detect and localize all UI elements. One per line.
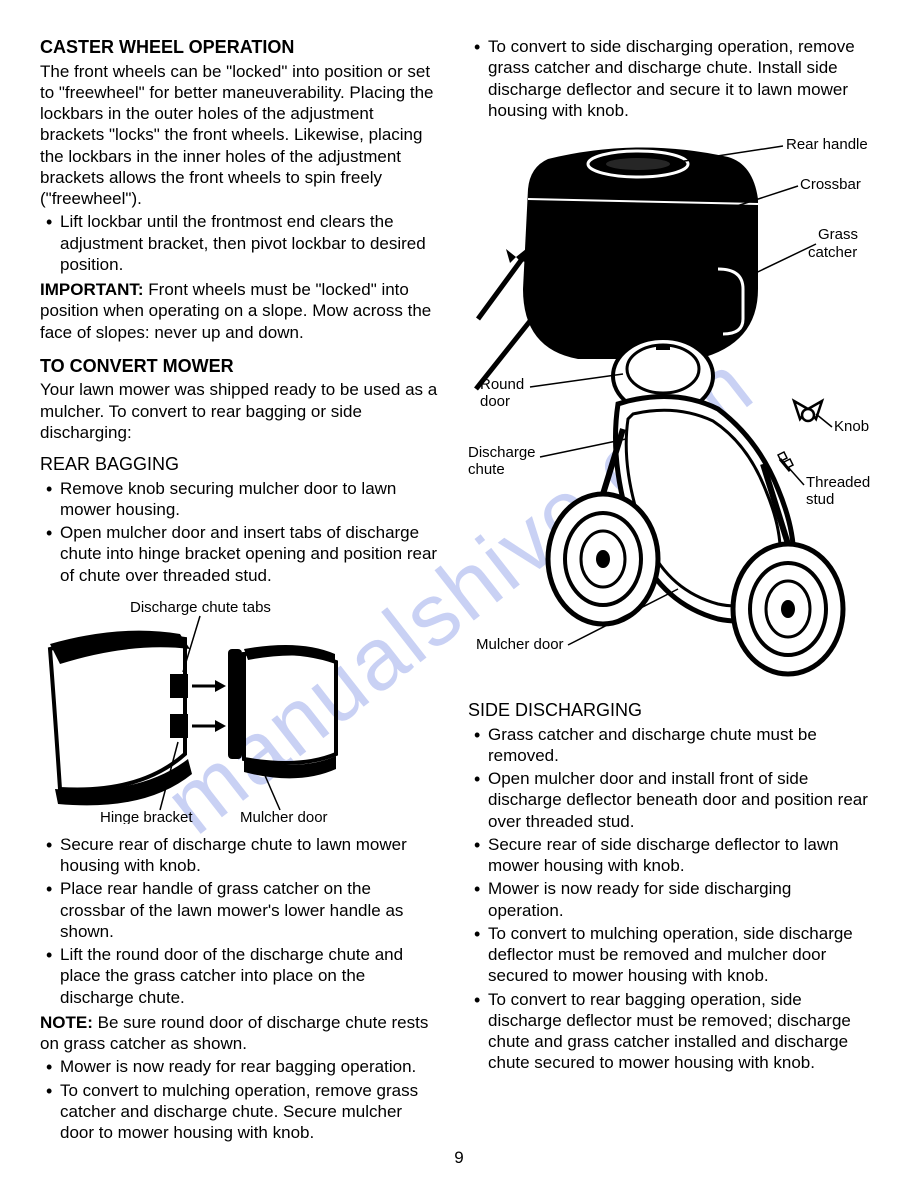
- svg-text:Grass: Grass: [818, 226, 858, 243]
- side-discharge-bullet-1: Grass catcher and discharge chute must b…: [468, 724, 868, 767]
- side-discharge-intro-bullet: To convert to side discharging operation…: [468, 36, 868, 121]
- rear-bag-bullet-5: Lift the round door of the discharge chu…: [40, 944, 440, 1008]
- note-label: NOTE:: [40, 1013, 93, 1032]
- left-column: CASTER WHEEL OPERATION The front wheels …: [40, 36, 440, 1147]
- note-round-door: NOTE: Be sure round door of discharge ch…: [40, 1012, 440, 1055]
- caster-bullet-1: Lift lockbar until the frontmost end cle…: [40, 211, 440, 275]
- subheading-rear-bagging: REAR BAGGING: [40, 453, 440, 476]
- side-discharge-bullet-2: Open mulcher door and install front of s…: [468, 768, 868, 832]
- svg-text:Knob: Knob: [834, 418, 869, 435]
- svg-text:catcher: catcher: [808, 244, 857, 261]
- svg-text:Discharge: Discharge: [468, 444, 536, 461]
- side-discharge-bullet-3: Secure rear of side discharge deflector …: [468, 834, 868, 877]
- important-note: IMPORTANT: Front wheels must be "locked"…: [40, 279, 440, 343]
- heading-caster-wheel: CASTER WHEEL OPERATION: [40, 36, 440, 59]
- caster-paragraph: The front wheels can be "locked" into po…: [40, 61, 440, 210]
- rear-bag-bullet-4: Place rear handle of grass catcher on th…: [40, 878, 440, 942]
- subheading-side-discharging: SIDE DISCHARGING: [468, 699, 868, 722]
- side-discharge-bullet-6: To convert to rear bagging operation, si…: [468, 989, 868, 1074]
- important-label: IMPORTANT:: [40, 280, 144, 299]
- svg-text:stud: stud: [806, 491, 834, 508]
- rear-bag-bullet-1: Remove knob securing mulcher door to law…: [40, 478, 440, 521]
- rear-bag-bullet-7: To convert to mulching operation, remove…: [40, 1080, 440, 1144]
- heading-convert-mower: TO CONVERT MOWER: [40, 355, 440, 378]
- note-text: Be sure round door of discharge chute re…: [40, 1013, 428, 1053]
- svg-text:Threaded: Threaded: [806, 474, 870, 491]
- figure-discharge-chute-tabs: Discharge chute tabs Hinge bracket Mulch…: [40, 594, 440, 824]
- rear-bag-bullet-6: Mower is now ready for rear bagging oper…: [40, 1056, 440, 1077]
- label-mulcher-door-small: Mulcher door: [240, 809, 328, 824]
- figure-mower-assembly: Rear handle Crossbar Grass catcher Round…: [468, 129, 868, 689]
- label-discharge-chute-tabs: Discharge chute tabs: [130, 599, 271, 616]
- rear-bag-bullet-2: Open mulcher door and insert tabs of dis…: [40, 522, 440, 586]
- page-number: 9: [0, 1147, 918, 1168]
- svg-text:Mulcher door: Mulcher door: [476, 636, 564, 653]
- convert-paragraph: Your lawn mower was shipped ready to be …: [40, 379, 440, 443]
- side-discharge-bullet-5: To convert to mulching operation, side d…: [468, 923, 868, 987]
- svg-text:Round: Round: [480, 376, 524, 393]
- rear-bag-bullet-3: Secure rear of discharge chute to lawn m…: [40, 834, 440, 877]
- svg-text:chute: chute: [468, 461, 505, 478]
- right-column: To convert to side discharging operation…: [468, 36, 868, 1147]
- svg-text:door: door: [480, 393, 510, 410]
- svg-text:Crossbar: Crossbar: [800, 176, 861, 193]
- label-hinge-bracket: Hinge bracket: [100, 809, 193, 824]
- side-discharge-bullet-4: Mower is now ready for side discharging …: [468, 878, 868, 921]
- svg-text:Rear handle: Rear handle: [786, 136, 868, 153]
